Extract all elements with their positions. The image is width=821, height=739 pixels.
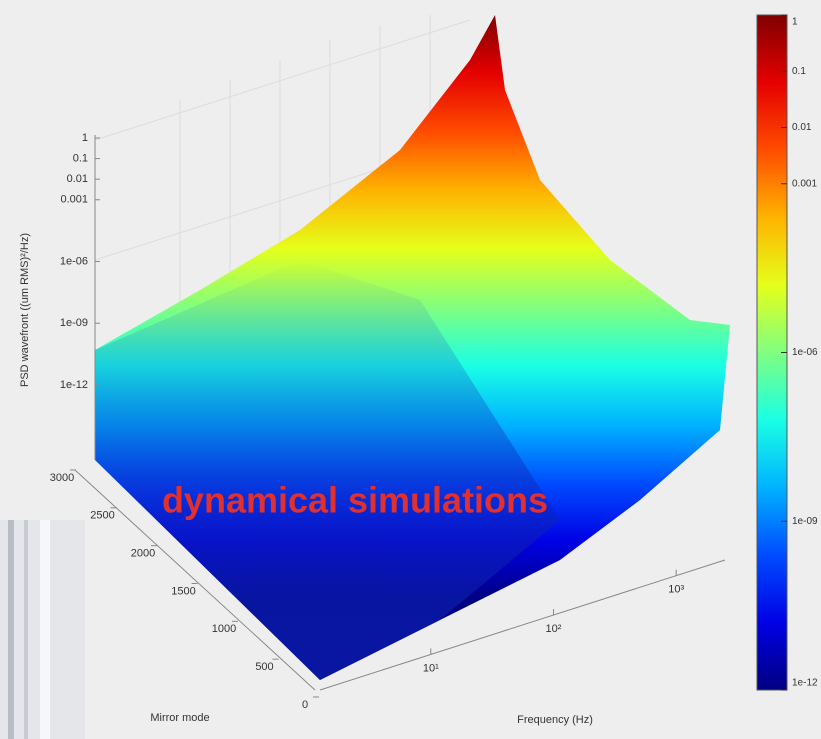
y-tick-label: 500	[255, 661, 273, 673]
y-tick-label: 3000	[50, 472, 74, 484]
y-axis	[74, 469, 316, 691]
x-tick-label: 10³	[668, 584, 684, 596]
z-tick-label: 1e-09	[60, 317, 88, 329]
x-axis	[319, 559, 726, 691]
z-tick-label: 1e-12	[60, 379, 88, 391]
z-axis-label: PSD wavefront ((um RMS)²/Hz)	[19, 233, 31, 387]
y-tick-label: 2000	[131, 548, 155, 560]
z-tick-label: 1	[82, 132, 88, 144]
x-tick-label: 10²	[546, 623, 562, 635]
colorbar-tick-label: 1e-12	[792, 678, 818, 689]
colorbar-tick-label: 1e-09	[792, 516, 818, 527]
z-tick-label: 0.1	[73, 152, 88, 164]
x-axis-label: Frequency (Hz)	[517, 714, 593, 726]
colorbar-tick-label: 0.1	[792, 66, 806, 77]
y-tick-label: 2500	[90, 510, 114, 522]
colorbar-tick-label: 1	[792, 17, 798, 28]
colorbar-tick-label: 0.01	[792, 122, 812, 133]
colorbar-tick-label: 0.001	[792, 178, 817, 189]
z-tick-label: 0.001	[60, 194, 88, 206]
z-tick-label: 1e-06	[60, 255, 88, 267]
y-tick-label: 1000	[212, 623, 236, 635]
y-tick-label: 0	[302, 699, 308, 711]
annotation: dynamical simulations	[162, 480, 548, 521]
window-photo	[0, 520, 85, 739]
surface-front	[95, 260, 560, 680]
y-tick-label: 1500	[171, 585, 195, 597]
z-tick-label: 0.01	[67, 173, 88, 185]
y-axis-label: Mirror mode	[150, 712, 209, 724]
x-tick-label: 10¹	[423, 662, 439, 674]
colorbar-tick-label: 1e-06	[792, 347, 818, 358]
